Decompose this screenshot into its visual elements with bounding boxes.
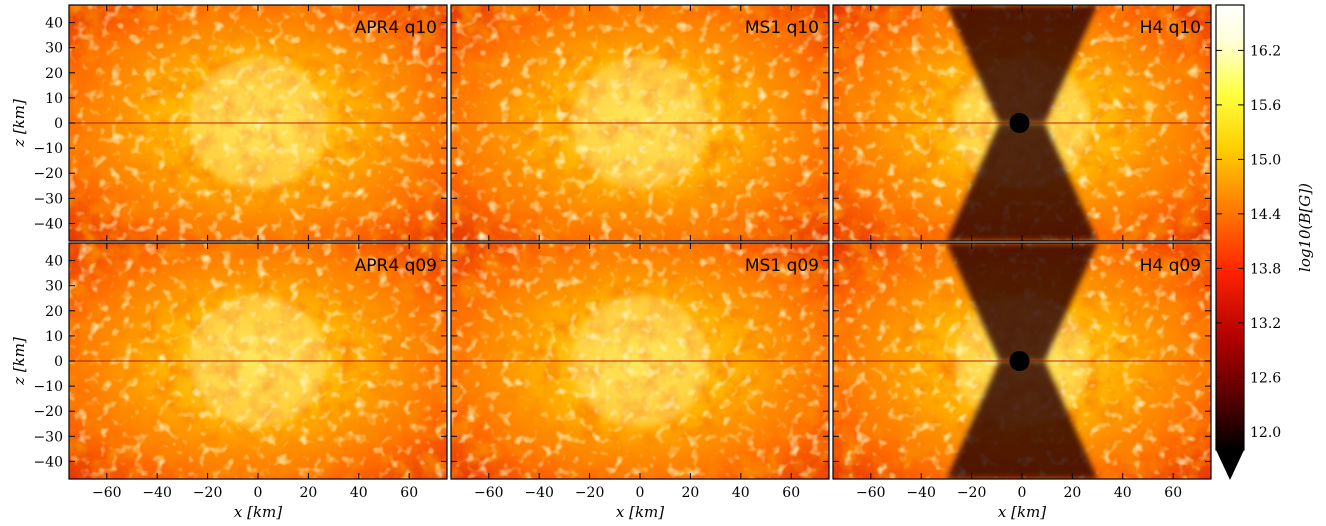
x-tick-label: 40 — [1114, 485, 1132, 501]
y-axis-label: z [km] — [10, 337, 28, 386]
colorbar-gradient — [1216, 5, 1244, 450]
y-axis-label: z [km] — [10, 99, 28, 148]
x-tick-label: −20 — [957, 485, 987, 501]
y-tick-label: 0 — [54, 116, 63, 132]
panel-h4-q10: H4 q10 — [832, 4, 1212, 242]
x-tick-label: −40 — [142, 485, 172, 501]
colorbar-tick-label: 13.2 — [1250, 316, 1281, 332]
y-tick-label: 10 — [45, 91, 63, 107]
black-hole-marker — [1009, 113, 1030, 133]
x-tick-label: −60 — [856, 485, 886, 501]
x-tick-label: 60 — [400, 485, 418, 501]
x-tick-label: −20 — [575, 485, 605, 501]
panel-label: MS1 q09 — [745, 256, 819, 276]
y-tick-label: 20 — [45, 66, 63, 82]
polar-funnel-top — [946, 243, 1098, 361]
panel-label: H4 q09 — [1140, 256, 1201, 276]
panel-label: APR4 q10 — [355, 18, 437, 38]
y-tick-label: −20 — [33, 166, 63, 182]
polar-funnel-bottom — [946, 361, 1098, 479]
polar-funnel-bottom — [946, 123, 1098, 241]
colorbar: 16.2 15.6 15.0 14.4 13.8 13.2 12.6 12.0 log10(B[… — [1215, 4, 1314, 480]
x-axis-label: x [km] — [616, 503, 664, 521]
x-axis-label: x [km] — [234, 503, 282, 521]
y-tick-label: −10 — [33, 379, 63, 395]
y-tick-label: 10 — [45, 329, 63, 345]
panel-apr4-q09: APR4 q09 — [68, 242, 448, 480]
y-tick-label: −30 — [33, 429, 63, 445]
x-tick-label: 40 — [350, 485, 368, 501]
x-tick-label: 20 — [1063, 485, 1081, 501]
black-hole-marker — [1009, 351, 1030, 371]
x-tick-label: 0 — [636, 485, 645, 501]
x-tick-label: −40 — [906, 485, 936, 501]
y-tick-label: −20 — [33, 404, 63, 420]
panel-apr4-q10: APR4 q10 — [68, 4, 448, 242]
polar-funnel-top — [946, 5, 1098, 123]
colorbar-tick-label: 15.0 — [1250, 152, 1281, 168]
panel-label: MS1 q10 — [745, 18, 819, 38]
y-tick-label: −10 — [33, 141, 63, 157]
x-tick-label: 60 — [1164, 485, 1182, 501]
colorbar-tick-label: 14.4 — [1250, 207, 1281, 223]
colorbar-label: log10(B[G]) — [1296, 183, 1314, 272]
y-tick-label: −40 — [33, 216, 63, 232]
panel-ms1-q09: MS1 q09 — [450, 242, 830, 480]
x-tick-label: 0 — [1018, 485, 1027, 501]
panels-group: APR4 q10 MS1 q10 H4 q10 APR4 q09 MS1 q09 H4 q… — [68, 4, 1212, 480]
x-tick-label: −60 — [92, 485, 122, 501]
panel-label: H4 q10 — [1140, 18, 1201, 38]
axes-group: 40 30 20 10 0 −10 −20 −30 −40 z [km] 40 30 20 10 0 −10 −… — [10, 16, 1182, 521]
x-tick-label: 20 — [299, 485, 317, 501]
y-tick-label: 30 — [45, 279, 63, 295]
x-axis-label: x [km] — [998, 503, 1046, 521]
colorbar-frame — [1215, 4, 1245, 451]
x-tick-label: 60 — [782, 485, 800, 501]
panel-label: APR4 q09 — [355, 256, 437, 276]
x-tick-label: 0 — [254, 485, 263, 501]
y-tick-label: 30 — [45, 41, 63, 57]
x-tick-label: −20 — [193, 485, 223, 501]
colorbar-tick-label: 16.2 — [1250, 43, 1281, 59]
y-tick-label: 20 — [45, 304, 63, 320]
colorbar-tick-label: 15.6 — [1250, 98, 1281, 114]
x-tick-label: 40 — [732, 485, 750, 501]
x-tick-label: 20 — [681, 485, 699, 501]
colorbar-tick-label: 12.6 — [1250, 370, 1281, 386]
panel-ms1-q10: MS1 q10 — [450, 4, 830, 242]
y-tick-label: −30 — [33, 191, 63, 207]
y-tick-label: 40 — [45, 254, 63, 270]
y-tick-label: 40 — [45, 16, 63, 32]
x-tick-label: −60 — [474, 485, 504, 501]
colorbar-tick-label: 12.0 — [1250, 425, 1281, 441]
y-tick-label: −40 — [33, 454, 63, 470]
panel-h4-q09: H4 q09 — [832, 242, 1212, 480]
colorbar-tick-label: 13.8 — [1250, 261, 1281, 277]
x-tick-label: −40 — [524, 485, 554, 501]
colorbar-extend-arrow — [1216, 450, 1244, 480]
y-tick-label: 0 — [54, 354, 63, 370]
